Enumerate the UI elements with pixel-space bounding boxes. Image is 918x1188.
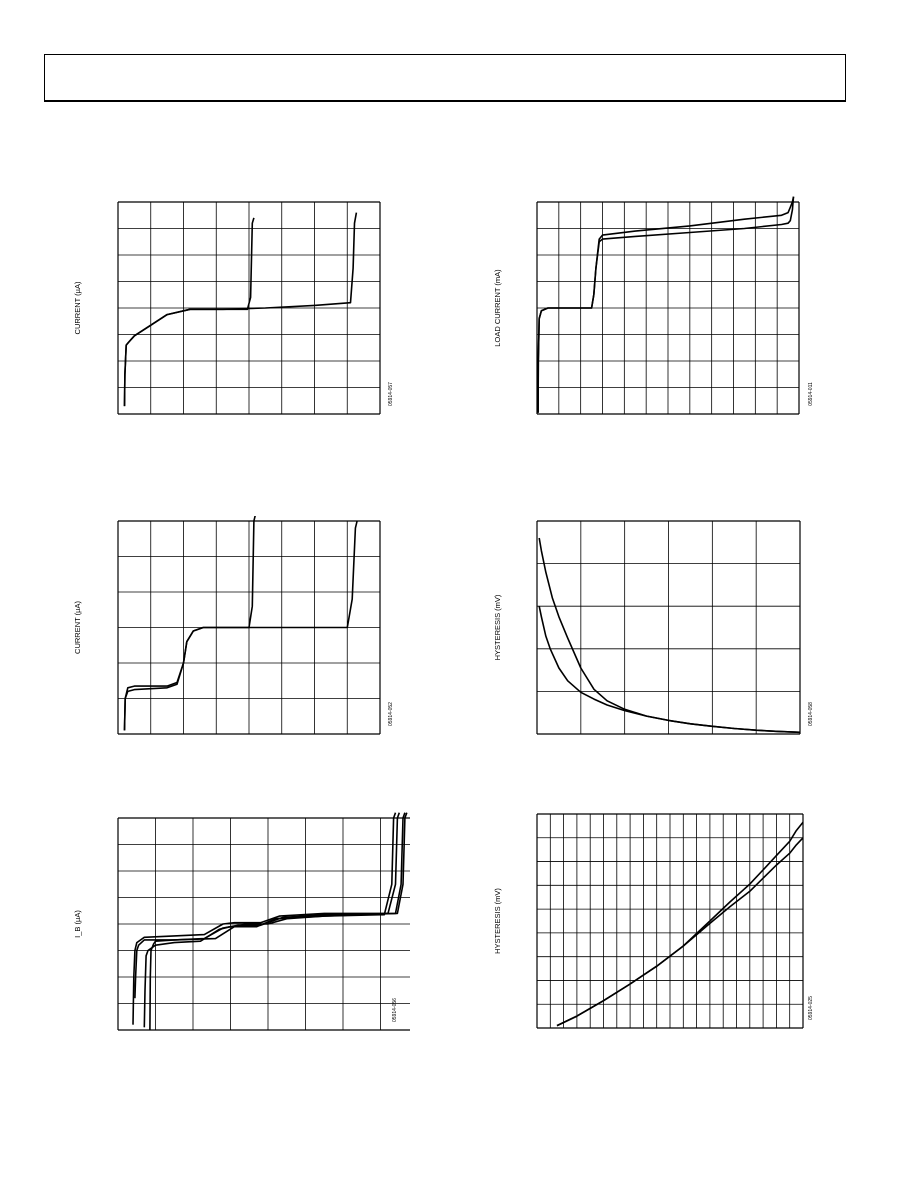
figure-code: 05914-058 (808, 702, 814, 726)
series-line-2 (132, 812, 401, 1025)
figure-code: 05914-011 (808, 382, 814, 406)
y-axis-label: CURRENT (µA) (73, 601, 82, 654)
y-axis-label: HYSTERESIS (mV) (493, 888, 502, 954)
chart-2: LOAD CURRENT (mA) 05914-011 (493, 196, 814, 415)
series-line-2 (537, 196, 795, 413)
series-line-2 (123, 520, 358, 731)
series-line-1 (134, 812, 406, 999)
series-line-2 (556, 837, 804, 1027)
series-line-2 (538, 606, 801, 734)
series-line-1 (556, 821, 804, 1027)
figure-code: 05914-057 (388, 382, 394, 406)
series-line-1 (538, 537, 801, 734)
series-line-1 (123, 217, 255, 407)
figure-code: 05914-052 (388, 702, 394, 726)
chart-5: I_B (µA) 05914-056 (73, 812, 410, 1031)
y-axis-label: LOAD CURRENT (mA) (493, 269, 502, 347)
chart-6: HYSTERESIS (mV) 05914-025 (493, 813, 814, 1029)
y-axis-label: HYSTERESIS (mV) (493, 594, 502, 660)
figure-code: 05914-056 (392, 998, 398, 1022)
y-axis-label: I_B (µA) (73, 910, 82, 938)
series-line-2 (123, 212, 358, 407)
chart-3: CURRENT (µA) 05914-052 (73, 516, 394, 735)
chart-1: CURRENT (µA) 05914-057 (73, 201, 394, 415)
chart-4: HYSTERESIS (mV) 05914-058 (493, 520, 814, 735)
figure-code: 05914-025 (808, 996, 814, 1020)
page-header-box (44, 54, 846, 102)
y-axis-label: CURRENT (µA) (73, 281, 82, 334)
series-line-4 (149, 812, 408, 1031)
